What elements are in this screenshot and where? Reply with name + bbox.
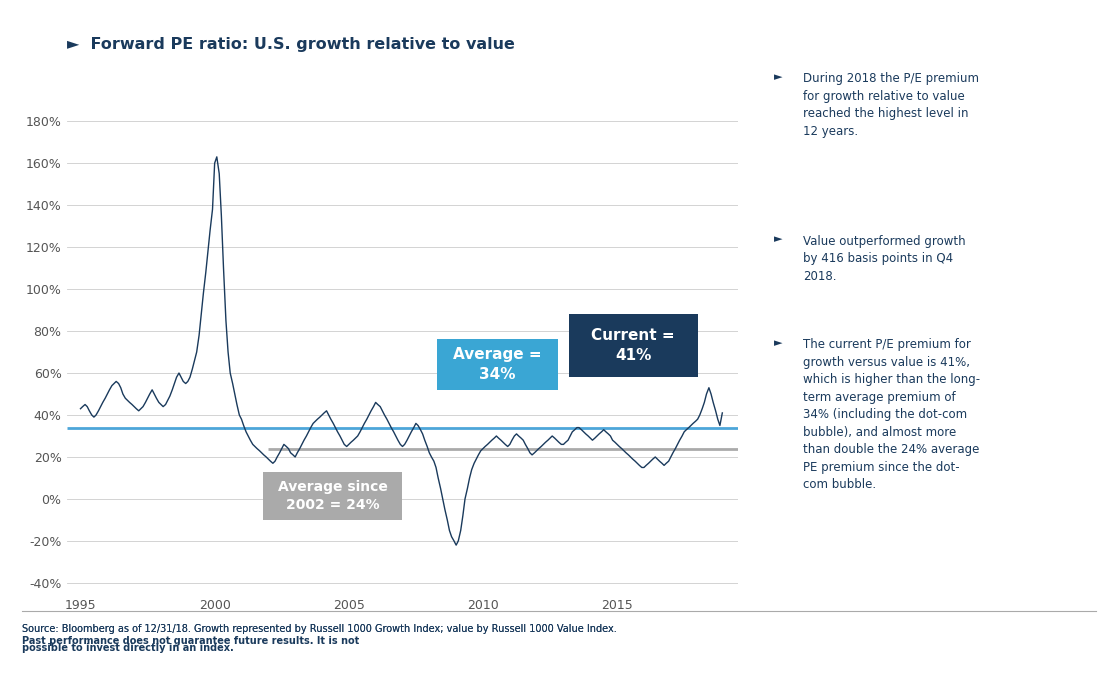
Text: Average since
2002 = 24%: Average since 2002 = 24% bbox=[277, 480, 388, 512]
Text: Past performance does not guarantee future results. It is not: Past performance does not guarantee futu… bbox=[22, 624, 360, 646]
Text: Source: Bloomberg as of 12/31/18. Growth represented by Russell 1000 Growth Inde: Source: Bloomberg as of 12/31/18. Growth… bbox=[22, 624, 620, 634]
Text: Current =
41%: Current = 41% bbox=[591, 328, 675, 363]
Text: ►: ► bbox=[774, 338, 783, 348]
Text: possible to invest directly in an index.: possible to invest directly in an index. bbox=[22, 643, 234, 653]
Text: Source: Bloomberg as of 12/31/18. Growth represented by Russell 1000 Growth Inde: Source: Bloomberg as of 12/31/18. Growth… bbox=[22, 624, 620, 634]
Text: ►: ► bbox=[774, 235, 783, 244]
FancyBboxPatch shape bbox=[263, 472, 402, 520]
Text: During 2018 the P/E premium
for growth relative to value
reached the highest lev: During 2018 the P/E premium for growth r… bbox=[803, 72, 978, 138]
FancyBboxPatch shape bbox=[569, 314, 698, 377]
FancyBboxPatch shape bbox=[437, 339, 558, 390]
Text: ►  Forward PE ratio: U.S. growth relative to value: ► Forward PE ratio: U.S. growth relative… bbox=[67, 37, 515, 52]
Text: ►: ► bbox=[774, 72, 783, 82]
Text: Average =
34%: Average = 34% bbox=[454, 347, 542, 382]
Text: Value outperformed growth
by 416 basis points in Q4
2018.: Value outperformed growth by 416 basis p… bbox=[803, 235, 965, 283]
Text: The current P/E premium for
growth versus value is 41%,
which is higher than the: The current P/E premium for growth versu… bbox=[803, 338, 979, 491]
